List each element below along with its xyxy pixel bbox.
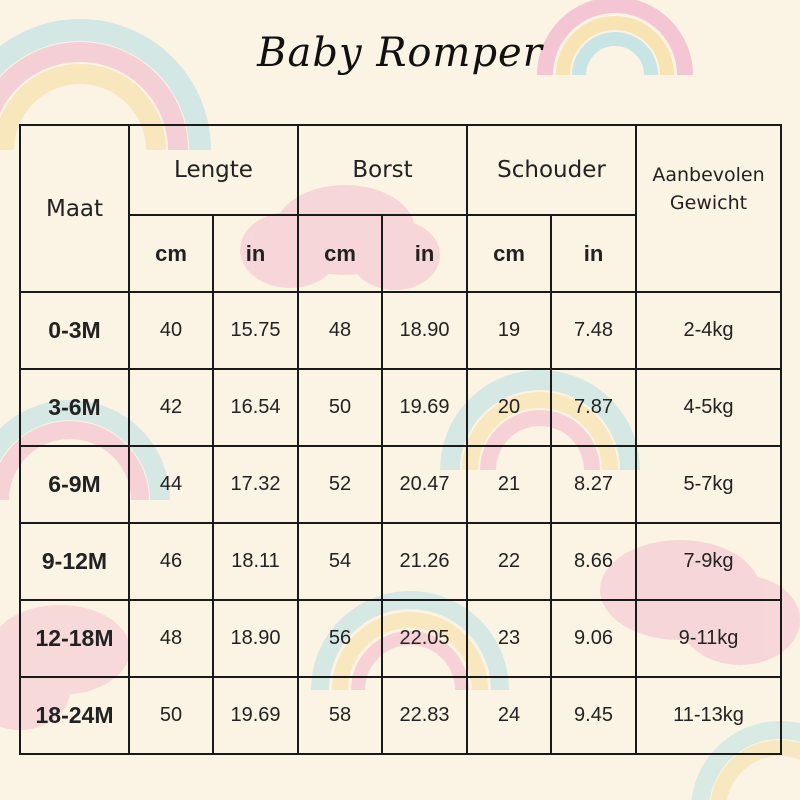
- borst-cm: 48: [297, 291, 383, 370]
- borst-in: 21.26: [381, 522, 468, 601]
- table-row: 12-18M 48 18.90 56 22.05 23 9.06 9-11kg: [19, 599, 782, 678]
- borst-in: 20.47: [381, 445, 468, 524]
- borst-cm: 56: [297, 599, 383, 678]
- lengte-cm: 46: [128, 522, 214, 601]
- schouder-in: 9.06: [550, 599, 637, 678]
- borst-cm: 52: [297, 445, 383, 524]
- table-row: 18-24M 50 19.69 58 22.83 24 9.45 11-13kg: [19, 676, 782, 755]
- gewicht: 4-5kg: [635, 368, 782, 447]
- header-aanbevolen-gewicht: Aanbevolen Gewicht: [635, 124, 782, 293]
- size-label: 9-12M: [19, 522, 130, 601]
- table-row: 9-12M 46 18.11 54 21.26 22 8.66 7-9kg: [19, 522, 782, 601]
- lengte-cm: 48: [128, 599, 214, 678]
- unit-borst-cm: cm: [297, 214, 383, 293]
- gewicht: 7-9kg: [635, 522, 782, 601]
- schouder-in: 9.45: [550, 676, 637, 755]
- unit-schouder-cm: cm: [466, 214, 552, 293]
- schouder-cm: 24: [466, 676, 552, 755]
- borst-cm: 58: [297, 676, 383, 755]
- lengte-cm: 50: [128, 676, 214, 755]
- schouder-in: 7.87: [550, 368, 637, 447]
- gewicht: 9-11kg: [635, 599, 782, 678]
- unit-lengte-in: in: [212, 214, 299, 293]
- lengte-in: 17.32: [212, 445, 299, 524]
- schouder-cm: 20: [466, 368, 552, 447]
- lengte-cm: 44: [128, 445, 214, 524]
- size-label: 0-3M: [19, 291, 130, 370]
- header-lengte: Lengte: [128, 124, 299, 216]
- unit-borst-in: in: [381, 214, 468, 293]
- schouder-in: 8.27: [550, 445, 637, 524]
- lengte-cm: 40: [128, 291, 214, 370]
- page-title: Baby Romper: [257, 30, 543, 76]
- borst-in: 22.05: [381, 599, 468, 678]
- unit-schouder-in: in: [550, 214, 637, 293]
- schouder-cm: 22: [466, 522, 552, 601]
- header-borst: Borst: [297, 124, 468, 216]
- borst-cm: 50: [297, 368, 383, 447]
- gewicht: 2-4kg: [635, 291, 782, 370]
- schouder-in: 8.66: [550, 522, 637, 601]
- lengte-in: 15.75: [212, 291, 299, 370]
- header-schouder: Schouder: [466, 124, 637, 216]
- schouder-cm: 23: [466, 599, 552, 678]
- table-row: 6-9M 44 17.32 52 20.47 21 8.27 5-7kg: [19, 445, 782, 524]
- borst-in: 22.83: [381, 676, 468, 755]
- lengte-cm: 42: [128, 368, 214, 447]
- header-maat: Maat: [19, 124, 130, 293]
- size-chart-table: Maat Lengte Borst Schouder Aanbevolen Ge…: [19, 124, 782, 755]
- schouder-in: 7.48: [550, 291, 637, 370]
- borst-in: 19.69: [381, 368, 468, 447]
- lengte-in: 18.90: [212, 599, 299, 678]
- header-gewicht-line1: Aanbevolen: [652, 163, 765, 186]
- gewicht: 5-7kg: [635, 445, 782, 524]
- size-label: 12-18M: [19, 599, 130, 678]
- schouder-cm: 21: [466, 445, 552, 524]
- table-row: 0-3M 40 15.75 48 18.90 19 7.48 2-4kg: [19, 291, 782, 370]
- size-label: 18-24M: [19, 676, 130, 755]
- gewicht: 11-13kg: [635, 676, 782, 755]
- rainbow-icon: [0, 19, 211, 151]
- table-row: 3-6M 42 16.54 50 19.69 20 7.87 4-5kg: [19, 368, 782, 447]
- borst-in: 18.90: [381, 291, 468, 370]
- lengte-in: 19.69: [212, 676, 299, 755]
- lengte-in: 18.11: [212, 522, 299, 601]
- header-gewicht-line2: Gewicht: [669, 191, 748, 214]
- schouder-cm: 19: [466, 291, 552, 370]
- lengte-in: 16.54: [212, 368, 299, 447]
- size-label: 6-9M: [19, 445, 130, 524]
- rainbow-icon: [537, 0, 693, 76]
- borst-cm: 54: [297, 522, 383, 601]
- unit-lengte-cm: cm: [128, 214, 214, 293]
- size-label: 3-6M: [19, 368, 130, 447]
